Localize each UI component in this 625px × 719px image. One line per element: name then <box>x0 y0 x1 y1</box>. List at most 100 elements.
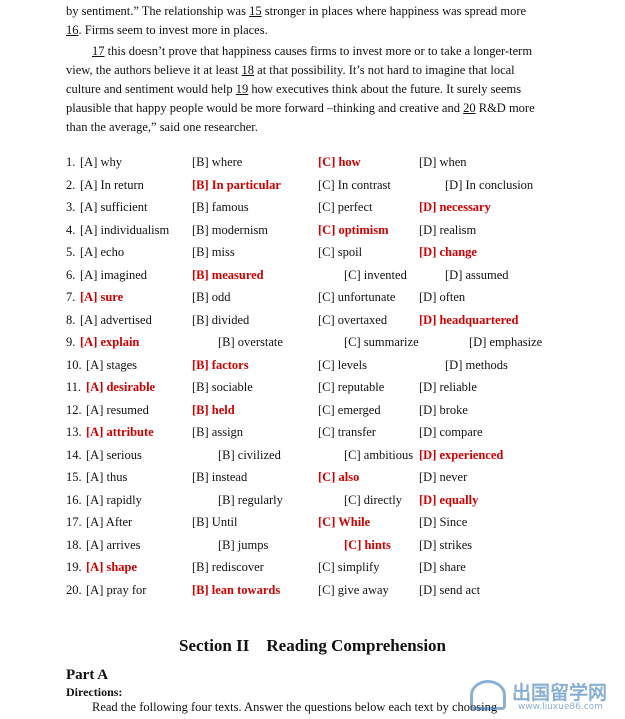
option: [D] headquartered <box>419 312 519 327</box>
option: [D] necessary <box>419 200 491 214</box>
option: [D] strikes <box>419 537 473 552</box>
passage-text: by sentiment.” The relationship was <box>66 4 250 18</box>
option: [A] pray for <box>86 582 147 597</box>
option: [B] instead <box>192 470 248 484</box>
question-row: 6. [A] imagined [B] measured [C] invented [D… <box>66 264 606 287</box>
question-number: 1. <box>66 155 76 169</box>
option: [A] individualism <box>80 222 170 237</box>
option: [C] also <box>318 470 360 484</box>
question-number: 17. <box>66 515 82 529</box>
part-title: Part A <box>66 667 109 683</box>
question-row: 13. [A] attribute [B] assign [C] transfer [D… <box>66 421 606 444</box>
option: [C] In contrast <box>318 177 391 192</box>
question-row: 7. [A] sure [B] odd [C] unfortunate [D] ofte… <box>66 286 606 309</box>
directions-label: Directions: <box>66 685 123 699</box>
blank: 18 <box>241 63 255 77</box>
question-number: 9. <box>66 335 76 349</box>
option: [A] stages <box>86 357 138 372</box>
question-number: 6. <box>66 267 76 282</box>
option: [B] jumps <box>218 537 269 552</box>
option: [B] odd <box>192 290 231 304</box>
option: [B] where <box>192 155 243 169</box>
option: [B] Until <box>192 515 238 529</box>
option: [D] In conclusion <box>445 177 534 192</box>
option: [C] spoil <box>318 245 363 259</box>
question-number: 14. <box>66 447 82 462</box>
option: [D] methods <box>445 357 508 372</box>
question-row: 8. [A] advertised [B] divided [C] overtaxed… <box>66 309 606 332</box>
blank: 17 <box>92 44 105 58</box>
question-number: 13. <box>66 425 82 439</box>
option: [A] arrives <box>86 537 141 552</box>
question-number: 19. <box>66 560 82 574</box>
question-row: 17. [A] After [B] Until [C] While [D] Since <box>66 511 606 534</box>
question-row: 5. [A] echo [B] miss [C] spoil [D] change <box>66 241 606 264</box>
option: [C] simplify <box>318 560 380 574</box>
question-number: 4. <box>66 222 76 237</box>
option: [B] civilized <box>218 447 281 462</box>
option: [D] often <box>419 290 466 304</box>
option: [D] compare <box>419 425 483 439</box>
option: [D] realism <box>419 222 477 237</box>
option: [C] hints <box>344 537 391 552</box>
question-row: 20. [A] pray for [B] lean towards [C] give … <box>66 579 606 602</box>
option: [B] lean towards <box>192 582 281 597</box>
option: [C] emerged <box>318 402 381 417</box>
option: [A] thus <box>86 470 128 484</box>
option: [A] desirable <box>86 380 156 394</box>
question-row: 10. [A] stages [B] factors [C] levels [D] me… <box>66 354 606 377</box>
question-list: 1. [A] why [B] where [C] how [D] when 2. [A] I… <box>66 151 606 601</box>
passage-text: at that possibility. It’s not hard to im… <box>66 63 515 96</box>
blank: 19 <box>235 82 249 96</box>
question-number: 15. <box>66 470 82 484</box>
blank: 16 <box>66 23 79 37</box>
option: [A] explain <box>80 335 140 349</box>
option: [D] equally <box>419 492 479 507</box>
option: [B] famous <box>192 200 249 214</box>
option: [B] regularly <box>218 492 283 507</box>
option: [B] held <box>192 402 235 417</box>
option: [B] rediscover <box>192 560 264 574</box>
option: [B] factors <box>192 357 249 372</box>
paragraph: 17 this doesn’t prove that happiness cau… <box>66 42 541 137</box>
question-row: 19. [A] shape [B] rediscover [C] simplify [D… <box>66 556 606 579</box>
question-number: 12. <box>66 402 82 417</box>
option: [A] advertised <box>80 312 152 327</box>
question-number: 11. <box>66 380 82 394</box>
watermark: 出国留学网 www.liuxue86.com <box>468 678 618 716</box>
option: [B] measured <box>192 267 264 282</box>
option: [A] resumed <box>86 402 149 417</box>
option: [C] levels <box>318 357 367 372</box>
option: [B] assign <box>192 425 244 439</box>
option: [D] emphasize <box>469 335 543 349</box>
option: [C] how <box>318 155 361 169</box>
question-number: 7. <box>66 290 76 304</box>
question-number: 8. <box>66 312 76 327</box>
option: [A] After <box>86 515 133 529</box>
option: [A] sure <box>80 290 124 304</box>
directions: Read the following four texts. Answer th… <box>92 700 498 714</box>
option: [B] divided <box>192 312 250 327</box>
blank: 15 <box>249 4 262 18</box>
question-row: 4. [A] individualism [B] modernism [C] opti… <box>66 219 606 242</box>
passage-text: stronger in places where happiness was s… <box>261 4 527 18</box>
option: [B] modernism <box>192 222 269 237</box>
question-number: 2. <box>66 177 76 192</box>
option: [D] when <box>419 155 467 169</box>
option: [A] In return <box>80 177 144 192</box>
option: [C] invented <box>344 267 407 282</box>
question-number: 20. <box>66 582 82 597</box>
passage-text: R&D more than the average,” said one res… <box>66 101 535 134</box>
question-row: 14. [A] serious [B] civilized [C] ambitious… <box>66 444 606 467</box>
option: [A] echo <box>80 245 125 259</box>
option: [B] sociable <box>192 380 253 394</box>
option: [A] serious <box>86 447 142 462</box>
question-row: 9. [A] explain [B] overstate [C] summarize [… <box>66 331 606 354</box>
option: [C] perfect <box>318 200 373 214</box>
option: [D] Since <box>419 515 468 529</box>
option: [D] reliable <box>419 380 477 394</box>
question-row: 16. [A] rapidly [B] regularly [C] directly [… <box>66 489 606 512</box>
question-number: 5. <box>66 245 76 259</box>
option: [D] send act <box>419 582 481 597</box>
